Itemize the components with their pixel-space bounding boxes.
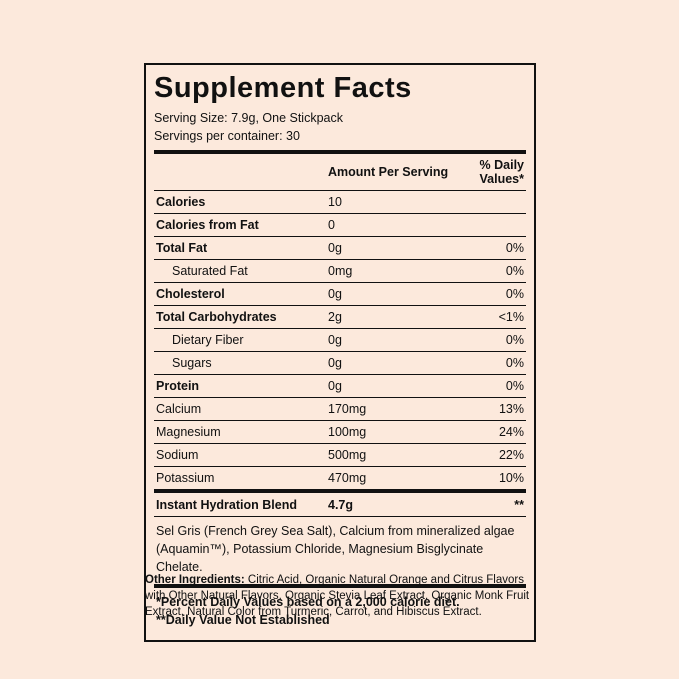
row-label: Calories [156, 195, 206, 210]
row-label: Sugars [172, 356, 212, 371]
row-dv: 24% [498, 425, 524, 440]
separator-bar-top [154, 150, 526, 155]
supplement-facts-panel: Supplement Facts Serving Size: 7.9g, One… [144, 63, 536, 643]
header-daily-values: % Daily Values* [479, 158, 524, 187]
table-row-sugars: Sugars 0g 0% [154, 352, 526, 376]
row-label: Calories from Fat [156, 218, 259, 233]
row-amount: 0g [328, 379, 342, 394]
blend-dv: ** [514, 498, 524, 513]
row-amount: 470mg [328, 471, 367, 486]
row-dv: 0% [505, 379, 524, 394]
row-label: Magnesium [156, 425, 221, 440]
servings-per-container: Servings per container: 30 [154, 129, 300, 144]
table-row-protein: Protein 0g 0% [154, 375, 526, 399]
row-dv: 10% [498, 471, 524, 486]
row-amount: 0g [328, 241, 342, 256]
row-label: Total Fat [156, 241, 208, 256]
panel-title: Supplement Facts [154, 72, 412, 104]
footnote-daily-values: *Percent Daily Values based on a 2,000 c… [156, 594, 460, 609]
table-row-magnesium: Magnesium 100mg 24% [154, 421, 526, 445]
row-amount: 0g [328, 333, 342, 348]
row-label: Total Carbohydrates [156, 310, 277, 325]
row-dv: 0% [505, 287, 524, 302]
other-ingredients-label: Other Ingredients: [145, 574, 245, 586]
blend-amount: 4.7g [328, 498, 354, 513]
row-amount: 0g [328, 356, 342, 371]
row-dv: 0% [505, 356, 524, 371]
row-dv: 22% [498, 448, 524, 463]
table-row-saturated-fat: Saturated Fat 0mg 0% [154, 260, 526, 284]
row-dv: 0% [505, 241, 524, 256]
row-amount: 0 [328, 218, 335, 233]
row-amount: 0mg [328, 264, 353, 279]
row-amount: 170mg [328, 402, 367, 417]
table-row-hydration-blend: Instant Hydration Blend 4.7g ** [154, 493, 526, 518]
row-label: Protein [156, 379, 200, 394]
row-dv: <1% [498, 310, 524, 325]
row-amount: 100mg [328, 425, 367, 440]
header-amount-per-serving: Amount Per Serving [328, 165, 449, 180]
row-label: Potassium [156, 471, 215, 486]
table-row-cholesterol: Cholesterol 0g 0% [154, 283, 526, 307]
row-dv: 0% [505, 333, 524, 348]
blend-description: Sel Gris (French Grey Sea Salt), Calcium… [154, 517, 526, 588]
row-label: Saturated Fat [172, 264, 248, 279]
table-row-total-carbohydrates: Total Carbohydrates 2g <1% [154, 306, 526, 330]
row-amount: 10 [328, 195, 342, 210]
row-label: Dietary Fiber [172, 333, 244, 348]
row-label: Sodium [156, 448, 199, 463]
row-label: Cholesterol [156, 287, 225, 302]
table-row-calories: Calories 10 [154, 191, 526, 215]
row-amount: 2g [328, 310, 342, 325]
footnotes: *Percent Daily Values based on a 2,000 c… [154, 588, 526, 633]
table-row-calcium: Calcium 170mg 13% [154, 398, 526, 422]
row-dv: 13% [498, 402, 524, 417]
table-header-row: Amount Per Serving % Daily Values* [154, 154, 526, 192]
table-row-total-fat: Total Fat 0g 0% [154, 237, 526, 261]
row-amount: 500mg [328, 448, 367, 463]
row-label: Calcium [156, 402, 202, 417]
other-ingredients-text: Citric Acid, Organic Natural Orange and … [145, 574, 530, 619]
blend-label: Instant Hydration Blend [156, 498, 297, 513]
row-amount: 0g [328, 287, 342, 302]
row-dv: 0% [505, 264, 524, 279]
table-row-calories-from-fat: Calories from Fat 0 [154, 214, 526, 238]
other-ingredients: Other Ingredients: Citric Acid, Organic … [145, 572, 537, 620]
table-row-sodium: Sodium 500mg 22% [154, 444, 526, 468]
footnote-not-established: **Daily Value Not Established [156, 613, 330, 628]
table-row-potassium: Potassium 470mg 10% [154, 467, 526, 494]
serving-size: Serving Size: 7.9g, One Stickpack [154, 110, 343, 125]
table-row-dietary-fiber: Dietary Fiber 0g 0% [154, 329, 526, 353]
